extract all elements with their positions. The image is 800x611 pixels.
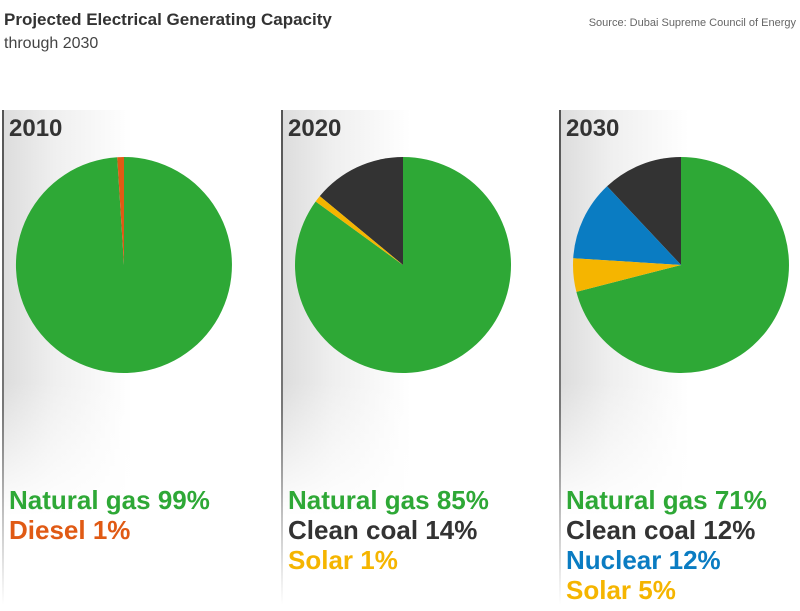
chart-subtitle: through 2030 [4,35,99,52]
legend-label-solar: Solar 1% [288,545,398,575]
pie-chart-2030 [572,157,789,373]
pie-chart-2020 [295,157,512,373]
legend-label-solar: Solar 5% [566,575,676,605]
pie-slice-solar [315,196,403,265]
pie-slice-natural-gas [295,157,512,373]
legend-2010: Natural gas 99% Diesel 1% [9,485,210,545]
legend-2020: Natural gas 85% Clean coal 14% Solar 1% [288,485,489,575]
panel-divider [2,110,4,605]
panel-divider [559,110,561,605]
legend-label-clean-coal: Clean coal 14% [288,515,478,545]
legend-label-natural-gas: Natural gas 85% [288,485,489,515]
pie-slice-nuclear [573,186,681,265]
pie-chart-2010 [15,156,232,373]
legend-label-natural-gas: Natural gas 71% [566,485,767,515]
legend-label-nuclear: Nuclear 12% [566,545,721,575]
legend-label-natural-gas: Natural gas 99% [9,485,210,515]
pie-slice-natural-gas [576,157,789,373]
pie-slice-clean-coal [607,157,681,265]
pie-slice-solar [572,258,681,292]
pie-slice-diesel [117,156,124,265]
chart-title: Projected Electrical Generating Capacity [4,10,332,29]
pie-panel-2030: 2030 Natural gas 71% Clean coal 12% Nuclea… [559,110,799,605]
source-note: Source: Dubai Supreme Council of Energy [588,17,796,29]
panel-divider [281,110,283,605]
legend-label-diesel: Diesel 1% [9,515,131,545]
legend-2030: Natural gas 71% Clean coal 12% Nuclear 12%… [566,485,767,605]
pie-panel-2020: 2020 Natural gas 85% Clean coal 14% Solar … [281,110,521,605]
panel-year: 2010 [9,115,63,142]
panel-year: 2020 [288,115,342,142]
pie-panel-2010: 2010 Natural gas 99% Diesel 1% [2,110,242,605]
panel-year: 2030 [566,115,620,142]
legend-label-clean-coal: Clean coal 12% [566,515,756,545]
pie-slice-clean-coal [319,157,403,265]
pie-slice-natural-gas [15,157,232,373]
